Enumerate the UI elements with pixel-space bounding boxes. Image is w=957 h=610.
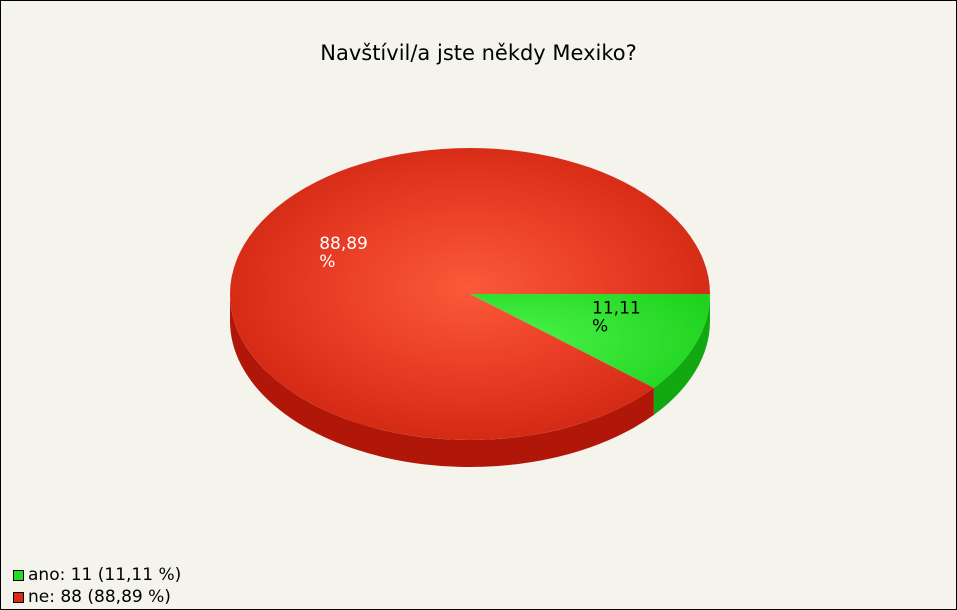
pie-slice-ano bbox=[470, 294, 710, 388]
pie-tops bbox=[230, 147, 710, 441]
slice-label-ano: 11,11% bbox=[592, 298, 641, 336]
pie-slice-ne bbox=[230, 147, 710, 441]
legend-swatch-ne bbox=[13, 591, 24, 603]
pie-sides bbox=[230, 294, 710, 467]
chart-title: Navštívil/a jste někdy Mexiko? bbox=[320, 41, 637, 65]
legend-item-ne: ne: 88 (88,89 %) bbox=[13, 587, 171, 607]
pie-side-ano bbox=[653, 294, 710, 415]
legend-label-ne: ne: 88 (88,89 %) bbox=[28, 587, 171, 607]
pie-side-ne bbox=[230, 294, 654, 467]
slice-label-ne: 88,89% bbox=[319, 234, 368, 272]
legend-label-ano: ano: 11 (11,11 %) bbox=[28, 565, 182, 585]
pie-labels: 11,11 % 88,89% bbox=[319, 234, 641, 336]
legend-item-ano: ano: 11 (11,11 %) bbox=[13, 565, 181, 585]
legend-swatch-ano bbox=[13, 569, 24, 581]
